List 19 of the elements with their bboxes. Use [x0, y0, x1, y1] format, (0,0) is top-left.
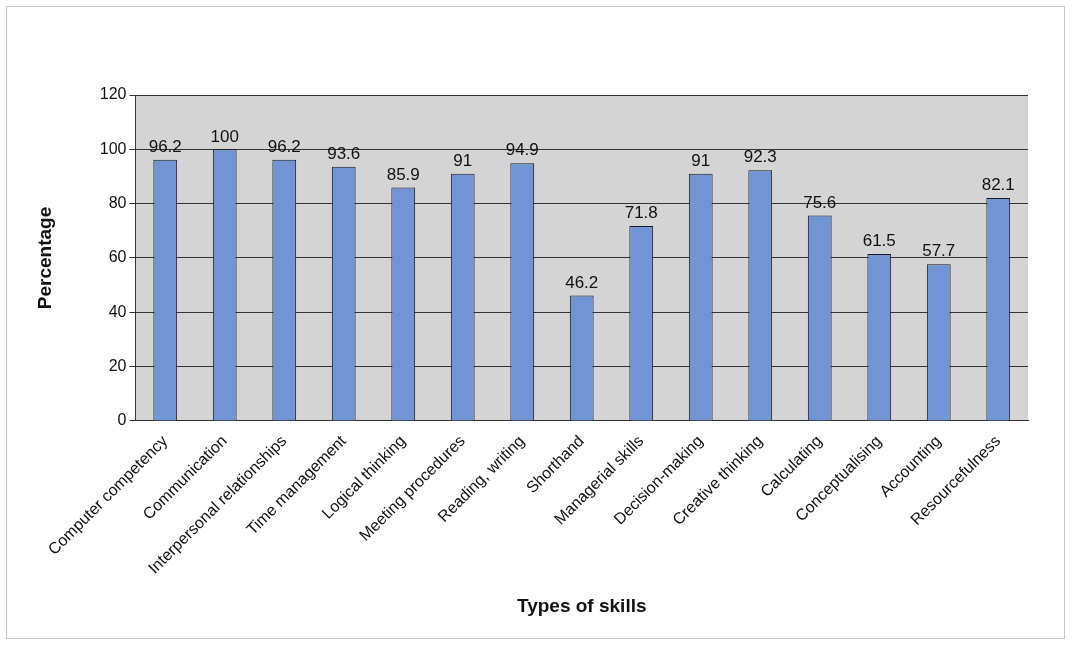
- y-tick-label: 20: [108, 357, 127, 375]
- data-label: 82.1: [981, 175, 1015, 195]
- y-tick-label: 100: [99, 139, 127, 157]
- data-label: 61.5: [862, 231, 896, 251]
- data-label: 91: [453, 150, 473, 170]
- data-label: 46.2: [565, 272, 599, 292]
- data-label: 71.8: [624, 203, 658, 223]
- y-tick-label: 60: [108, 248, 127, 266]
- x-axis-title: Types of skills: [516, 594, 647, 616]
- y-tick-label: 120: [99, 85, 127, 103]
- y-tick-label: 0: [117, 411, 127, 429]
- y-axis-title: Percentage: [33, 206, 55, 310]
- y-tick-label: 40: [108, 302, 127, 320]
- data-label: 85.9: [386, 164, 420, 184]
- data-label: 100: [210, 126, 239, 146]
- y-tick-label: 80: [108, 194, 127, 212]
- data-label: 57.7: [922, 241, 956, 261]
- data-label: 91: [691, 150, 711, 170]
- data-label: 92.3: [743, 147, 777, 167]
